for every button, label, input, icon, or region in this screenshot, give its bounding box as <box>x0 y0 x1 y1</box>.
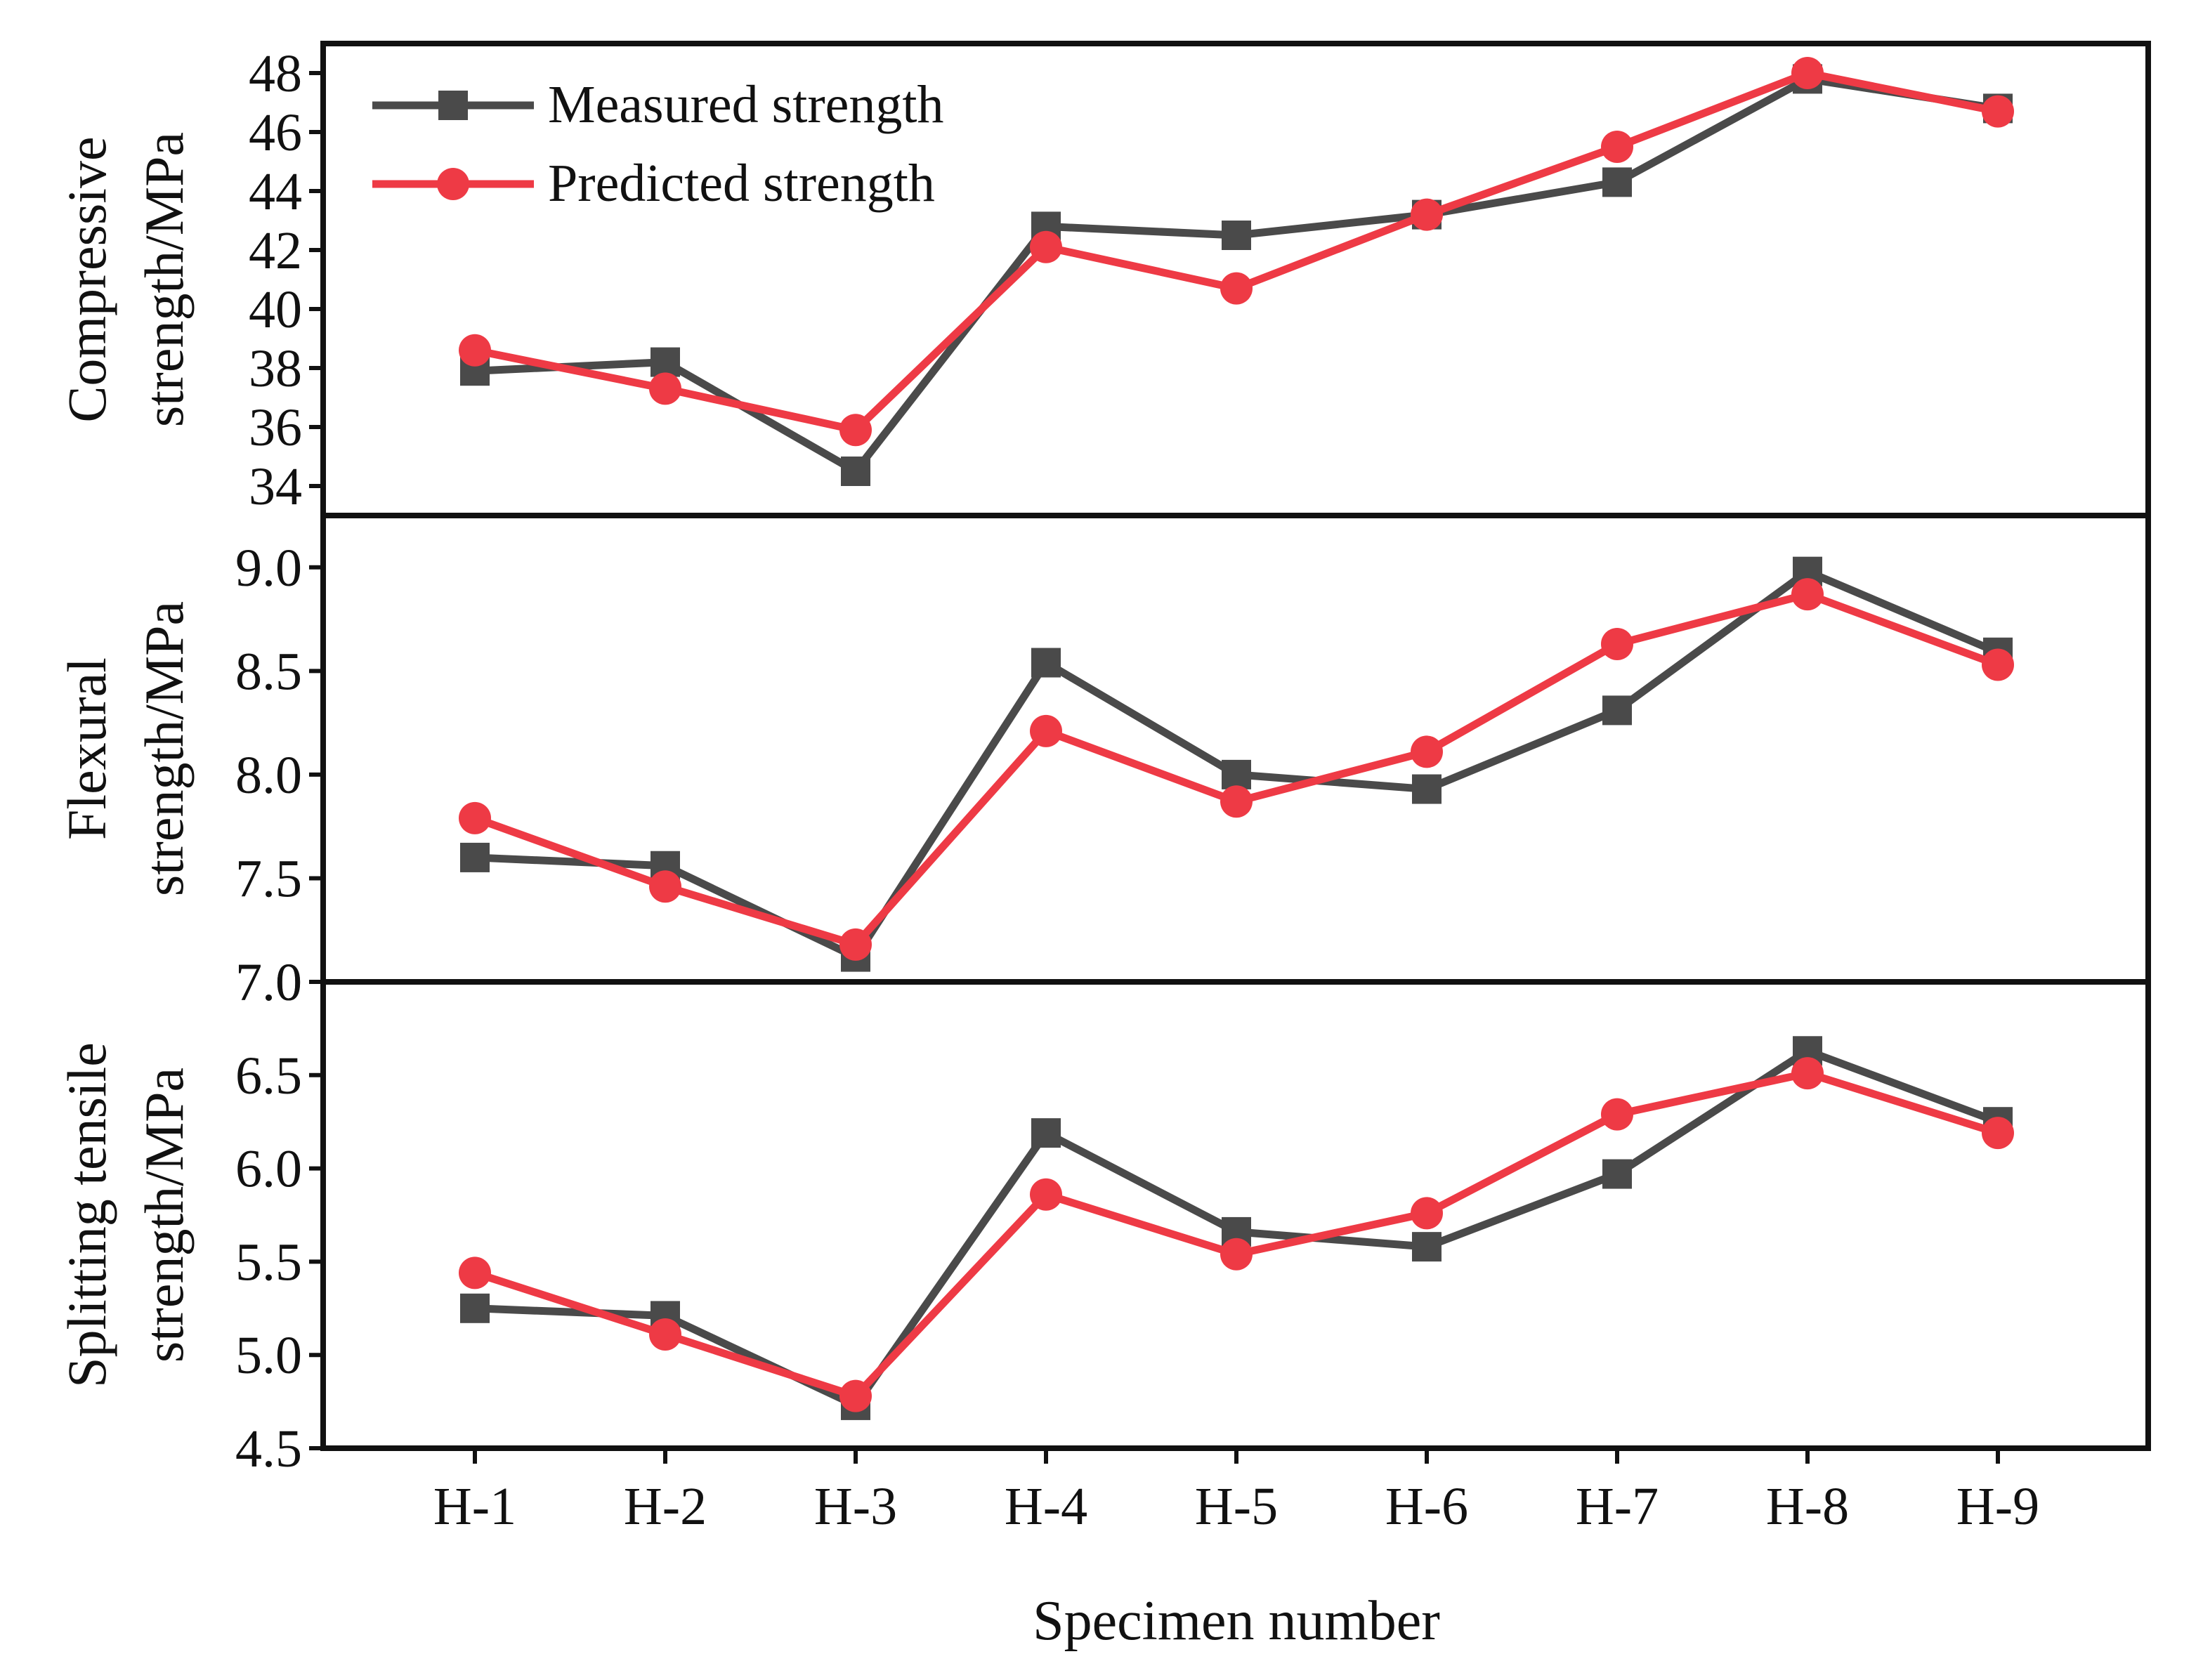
x-tick-label: H-1 <box>433 1477 516 1536</box>
y-axis-label-line1: Splitting tensile <box>56 1042 117 1388</box>
predicted-marker <box>1411 1197 1443 1230</box>
predicted-marker <box>839 928 872 961</box>
predicted-marker <box>1411 735 1443 768</box>
predicted-marker <box>1601 131 1633 163</box>
x-tick-label: H-8 <box>1766 1477 1849 1536</box>
measured-marker <box>1412 774 1442 804</box>
predicted-marker <box>1030 230 1062 263</box>
predicted-marker <box>1601 627 1633 660</box>
measured-marker <box>1222 221 1251 250</box>
measured-marker <box>1222 759 1251 789</box>
y-tick-label: 4.5 <box>235 1419 302 1478</box>
predicted-marker <box>1982 648 2014 681</box>
x-axis-label: Specimen number <box>1033 1590 1440 1652</box>
y-tick-label: 8.0 <box>235 746 302 805</box>
predicted-marker <box>839 414 872 447</box>
x-tick-label: H-5 <box>1195 1477 1278 1536</box>
y-tick-label: 6.5 <box>235 1046 302 1105</box>
legend-label-predicted: Predicted strength <box>548 154 935 213</box>
predicted-marker <box>649 1318 681 1351</box>
y-tick-label: 46 <box>249 103 302 162</box>
x-tick-label: H-4 <box>1005 1477 1087 1536</box>
measured-marker <box>1602 1159 1632 1189</box>
measured-marker <box>1031 1118 1061 1148</box>
predicted-marker <box>459 1256 491 1289</box>
y-axis-label-line2: strength/MPa <box>133 601 195 896</box>
measured-marker <box>1031 648 1061 678</box>
y-axis-label-line1: Flexural <box>56 657 117 840</box>
measured-marker <box>1602 695 1632 726</box>
predicted-marker <box>1982 1117 2014 1150</box>
predicted-marker <box>459 801 491 834</box>
x-tick-label: H-2 <box>624 1477 707 1536</box>
predicted-marker <box>1220 785 1253 818</box>
x-tick-label: H-7 <box>1576 1477 1659 1536</box>
y-tick-label: 36 <box>249 398 302 457</box>
predicted-marker <box>1030 1178 1062 1211</box>
panel-3: 4.5 5.0 5.5 6.0 6.5 7.0 Splitting tensile stren… <box>56 953 2014 1478</box>
y-tick-label: 38 <box>249 339 302 398</box>
predicted-marker <box>1601 1098 1633 1131</box>
measured-marker <box>841 457 870 486</box>
y-tick-label: 7.0 <box>235 953 302 1012</box>
y-axis-label-line1: Compressive <box>56 136 117 422</box>
predicted-marker <box>839 1379 872 1412</box>
measured-marker <box>1412 1232 1442 1262</box>
x-tick-label: H-3 <box>814 1477 897 1536</box>
measured-marker <box>1602 167 1632 197</box>
predicted-marker <box>1791 1057 1824 1090</box>
measured-marker <box>460 842 490 872</box>
predicted-marker <box>1030 714 1062 747</box>
predicted-marker <box>1220 272 1253 305</box>
predicted-marker <box>1411 198 1443 231</box>
legend: Measured strength Predicted strength <box>372 75 944 213</box>
y-axis-label-line2: strength/MPa <box>133 1068 195 1363</box>
y-tick-label: 5.5 <box>235 1233 302 1292</box>
y-tick-label: 6.0 <box>235 1140 302 1199</box>
y-tick-label: 9.0 <box>235 539 302 598</box>
predicted-marker <box>1982 95 2014 128</box>
legend-marker-predicted <box>437 168 469 200</box>
legend-marker-measured <box>438 91 468 120</box>
y-axis-label-line2: strength/MPa <box>133 132 195 427</box>
y-tick-label: 5.0 <box>235 1326 302 1385</box>
predicted-marker <box>649 870 681 903</box>
predicted-marker <box>1791 578 1824 611</box>
y-tick-label: 44 <box>249 162 302 221</box>
predicted-marker <box>649 372 681 405</box>
y-tick-label: 7.5 <box>235 849 302 908</box>
y-tick-label: 42 <box>249 221 302 280</box>
panel-2: 7.0 7.5 8.0 8.5 9.0 Flexural strength/MPa <box>56 539 2014 1012</box>
legend-label-measured: Measured strength <box>548 75 944 134</box>
x-tick-label: H-6 <box>1385 1477 1468 1536</box>
y-tick-label: 8.5 <box>235 642 302 701</box>
y-tick-label: 34 <box>249 457 302 516</box>
measured-marker <box>460 1293 490 1323</box>
y-tick-label: 48 <box>249 44 302 103</box>
predicted-marker <box>1220 1238 1253 1271</box>
predicted-marker <box>459 334 491 367</box>
y-tick-label: 7.0 <box>235 953 302 1012</box>
x-tick-label: H-9 <box>1956 1477 2039 1536</box>
predicted-marker <box>1791 57 1824 89</box>
y-tick-label: 40 <box>249 280 302 339</box>
measured-marker <box>651 347 680 377</box>
